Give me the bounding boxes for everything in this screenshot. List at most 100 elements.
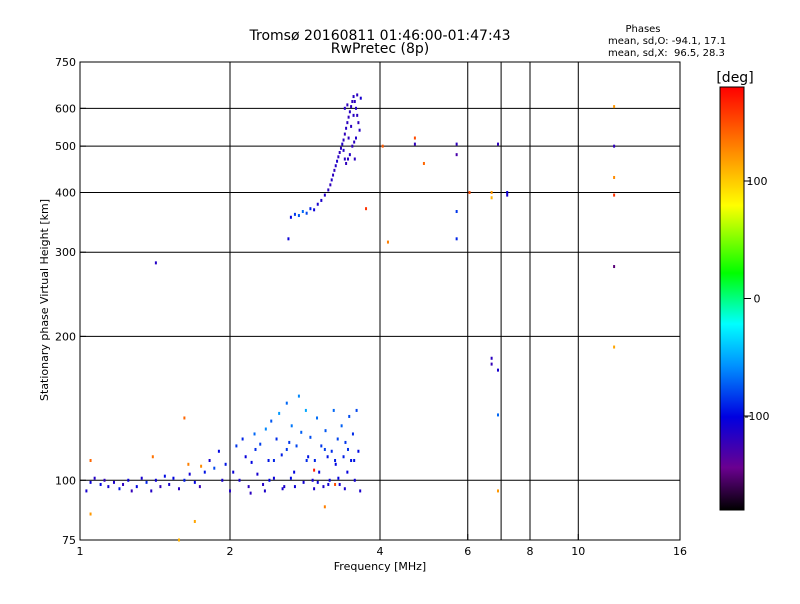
data-point bbox=[338, 150, 341, 154]
data-point bbox=[356, 93, 359, 97]
data-point bbox=[89, 512, 92, 516]
colorbar-tick-label: 0 bbox=[754, 293, 761, 306]
data-point bbox=[264, 427, 267, 431]
data-point bbox=[332, 408, 335, 412]
data-point bbox=[346, 447, 349, 451]
data-point bbox=[183, 416, 186, 420]
data-point bbox=[89, 458, 92, 462]
data-point bbox=[172, 476, 175, 480]
data-point bbox=[238, 478, 241, 482]
data-point bbox=[506, 190, 509, 194]
data-point bbox=[285, 401, 288, 405]
data-point bbox=[496, 142, 499, 146]
data-point bbox=[307, 455, 310, 459]
data-point bbox=[272, 458, 275, 462]
data-point bbox=[353, 100, 356, 104]
data-point bbox=[365, 207, 368, 211]
data-point bbox=[347, 115, 350, 119]
x-tick-label: 2 bbox=[227, 545, 234, 558]
data-point bbox=[316, 202, 319, 206]
data-point bbox=[329, 183, 332, 187]
data-point bbox=[262, 482, 265, 486]
data-point bbox=[323, 505, 326, 509]
data-point bbox=[250, 460, 253, 464]
data-point bbox=[322, 485, 325, 489]
data-point bbox=[259, 442, 262, 446]
y-tick-label: 500 bbox=[55, 140, 76, 153]
data-point bbox=[355, 408, 358, 412]
data-point bbox=[122, 482, 125, 486]
data-point bbox=[118, 487, 121, 491]
data-point bbox=[217, 449, 220, 453]
y-tick-label: 300 bbox=[55, 246, 76, 259]
data-point bbox=[301, 210, 304, 214]
data-point bbox=[293, 212, 296, 216]
x-tick-label: 6 bbox=[464, 545, 471, 558]
data-point bbox=[305, 211, 308, 215]
data-point bbox=[346, 103, 349, 107]
data-point bbox=[350, 458, 353, 462]
data-point bbox=[359, 96, 362, 100]
data-point bbox=[289, 476, 292, 480]
data-point bbox=[107, 485, 110, 489]
data-point bbox=[613, 175, 616, 179]
data-point bbox=[198, 485, 201, 489]
data-point bbox=[354, 136, 357, 140]
data-point bbox=[289, 215, 292, 219]
data-point bbox=[334, 482, 337, 486]
legend-title: Phases bbox=[625, 24, 660, 35]
data-point bbox=[343, 157, 346, 161]
data-point bbox=[263, 489, 266, 493]
data-point bbox=[343, 487, 346, 491]
data-point bbox=[353, 157, 356, 161]
data-point bbox=[256, 472, 259, 476]
data-point bbox=[224, 462, 227, 466]
data-point bbox=[490, 362, 493, 366]
data-point bbox=[316, 480, 319, 484]
data-point bbox=[496, 489, 499, 493]
data-point bbox=[613, 345, 616, 349]
legend-line-x: mean, sd,X: 96.5, 28.3 bbox=[608, 48, 725, 59]
data-point bbox=[270, 419, 273, 423]
data-point bbox=[330, 449, 333, 453]
data-point bbox=[338, 482, 341, 486]
data-point bbox=[177, 487, 180, 491]
data-point bbox=[330, 178, 333, 182]
x-tick-label: 10 bbox=[571, 545, 585, 558]
data-point bbox=[347, 136, 350, 140]
data-point bbox=[352, 113, 355, 117]
data-point bbox=[353, 478, 356, 482]
data-point bbox=[135, 485, 138, 489]
data-point bbox=[278, 411, 281, 415]
data-point bbox=[183, 478, 186, 482]
data-point bbox=[336, 437, 339, 441]
data-point bbox=[309, 207, 312, 211]
data-point bbox=[323, 193, 326, 197]
data-point bbox=[163, 474, 166, 478]
data-point bbox=[353, 458, 356, 462]
x-tick-label: 4 bbox=[377, 545, 384, 558]
data-point bbox=[313, 208, 316, 212]
y-tick-label: 75 bbox=[62, 534, 76, 547]
data-point bbox=[334, 164, 337, 168]
chart-title: Tromsø 20160811 01:46:00-01:47:43 bbox=[249, 28, 511, 44]
data-point bbox=[85, 489, 88, 493]
data-point bbox=[353, 140, 356, 144]
data-point bbox=[413, 142, 416, 146]
data-point bbox=[344, 440, 347, 444]
data-point bbox=[490, 196, 493, 200]
data-points bbox=[85, 93, 616, 542]
data-point bbox=[93, 476, 96, 480]
data-point bbox=[342, 455, 345, 459]
data-point bbox=[334, 458, 337, 462]
data-point bbox=[351, 100, 354, 104]
data-point bbox=[613, 105, 616, 109]
x-tick-label: 16 bbox=[673, 545, 687, 558]
data-point bbox=[455, 237, 458, 241]
data-point bbox=[356, 113, 359, 117]
data-point bbox=[320, 444, 323, 448]
data-point bbox=[327, 482, 330, 486]
data-point bbox=[337, 476, 340, 480]
y-tick-label: 750 bbox=[55, 56, 76, 69]
